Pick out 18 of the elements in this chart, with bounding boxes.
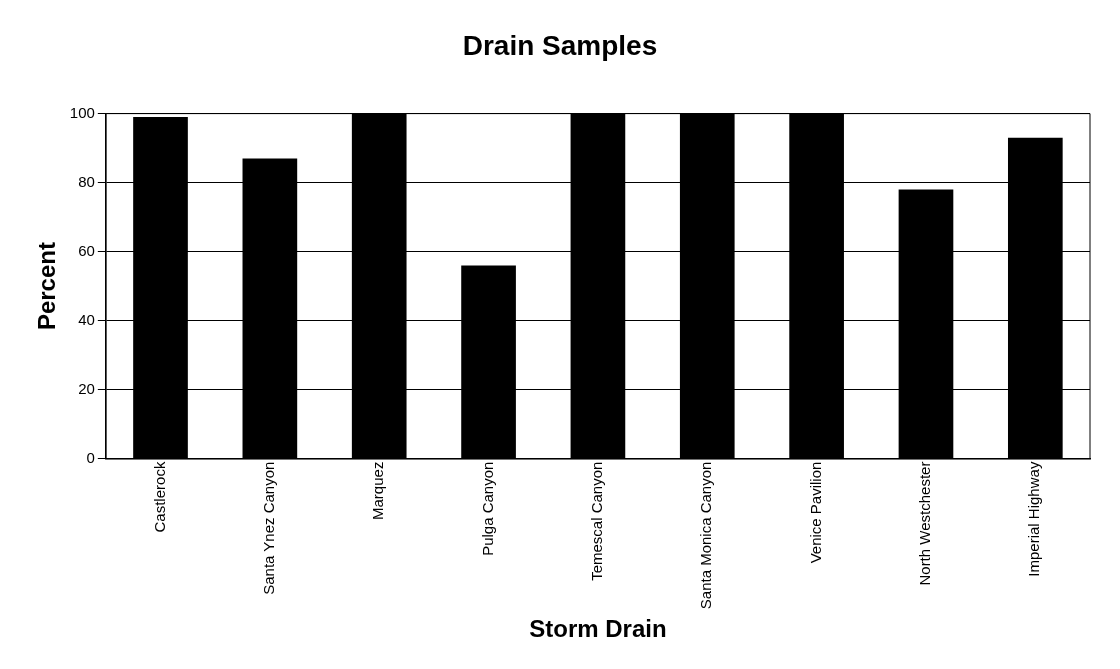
x-axis-title: Storm Drain — [529, 615, 667, 643]
x-tick-label: Pulga Canyon — [478, 461, 496, 556]
x-tick-label: Imperial Highway — [1025, 461, 1043, 577]
x-tick-label: North Westchester — [916, 461, 934, 586]
x-tick-label: Venice Pavilion — [806, 461, 824, 564]
y-tick-label: 60 — [78, 241, 95, 259]
y-tick-label: 0 — [86, 448, 95, 466]
y-tick-label: 80 — [78, 172, 95, 190]
x-tick-label: Temescal Canyon — [588, 461, 606, 581]
y-tick-label: 20 — [78, 379, 95, 397]
x-tick-label: Santa Ynez Canyon — [260, 461, 277, 595]
y-tick-label: 40 — [78, 310, 95, 328]
x-tick-label: Santa Monica Canyon — [697, 461, 715, 610]
y-axis-title: Percent — [33, 242, 61, 331]
chart-title: Drain Samples — [462, 29, 658, 61]
x-tick-label: Marquez — [369, 461, 387, 520]
y-tick-label: 100 — [69, 103, 95, 121]
x-tick-label: Castlerock — [150, 461, 168, 533]
